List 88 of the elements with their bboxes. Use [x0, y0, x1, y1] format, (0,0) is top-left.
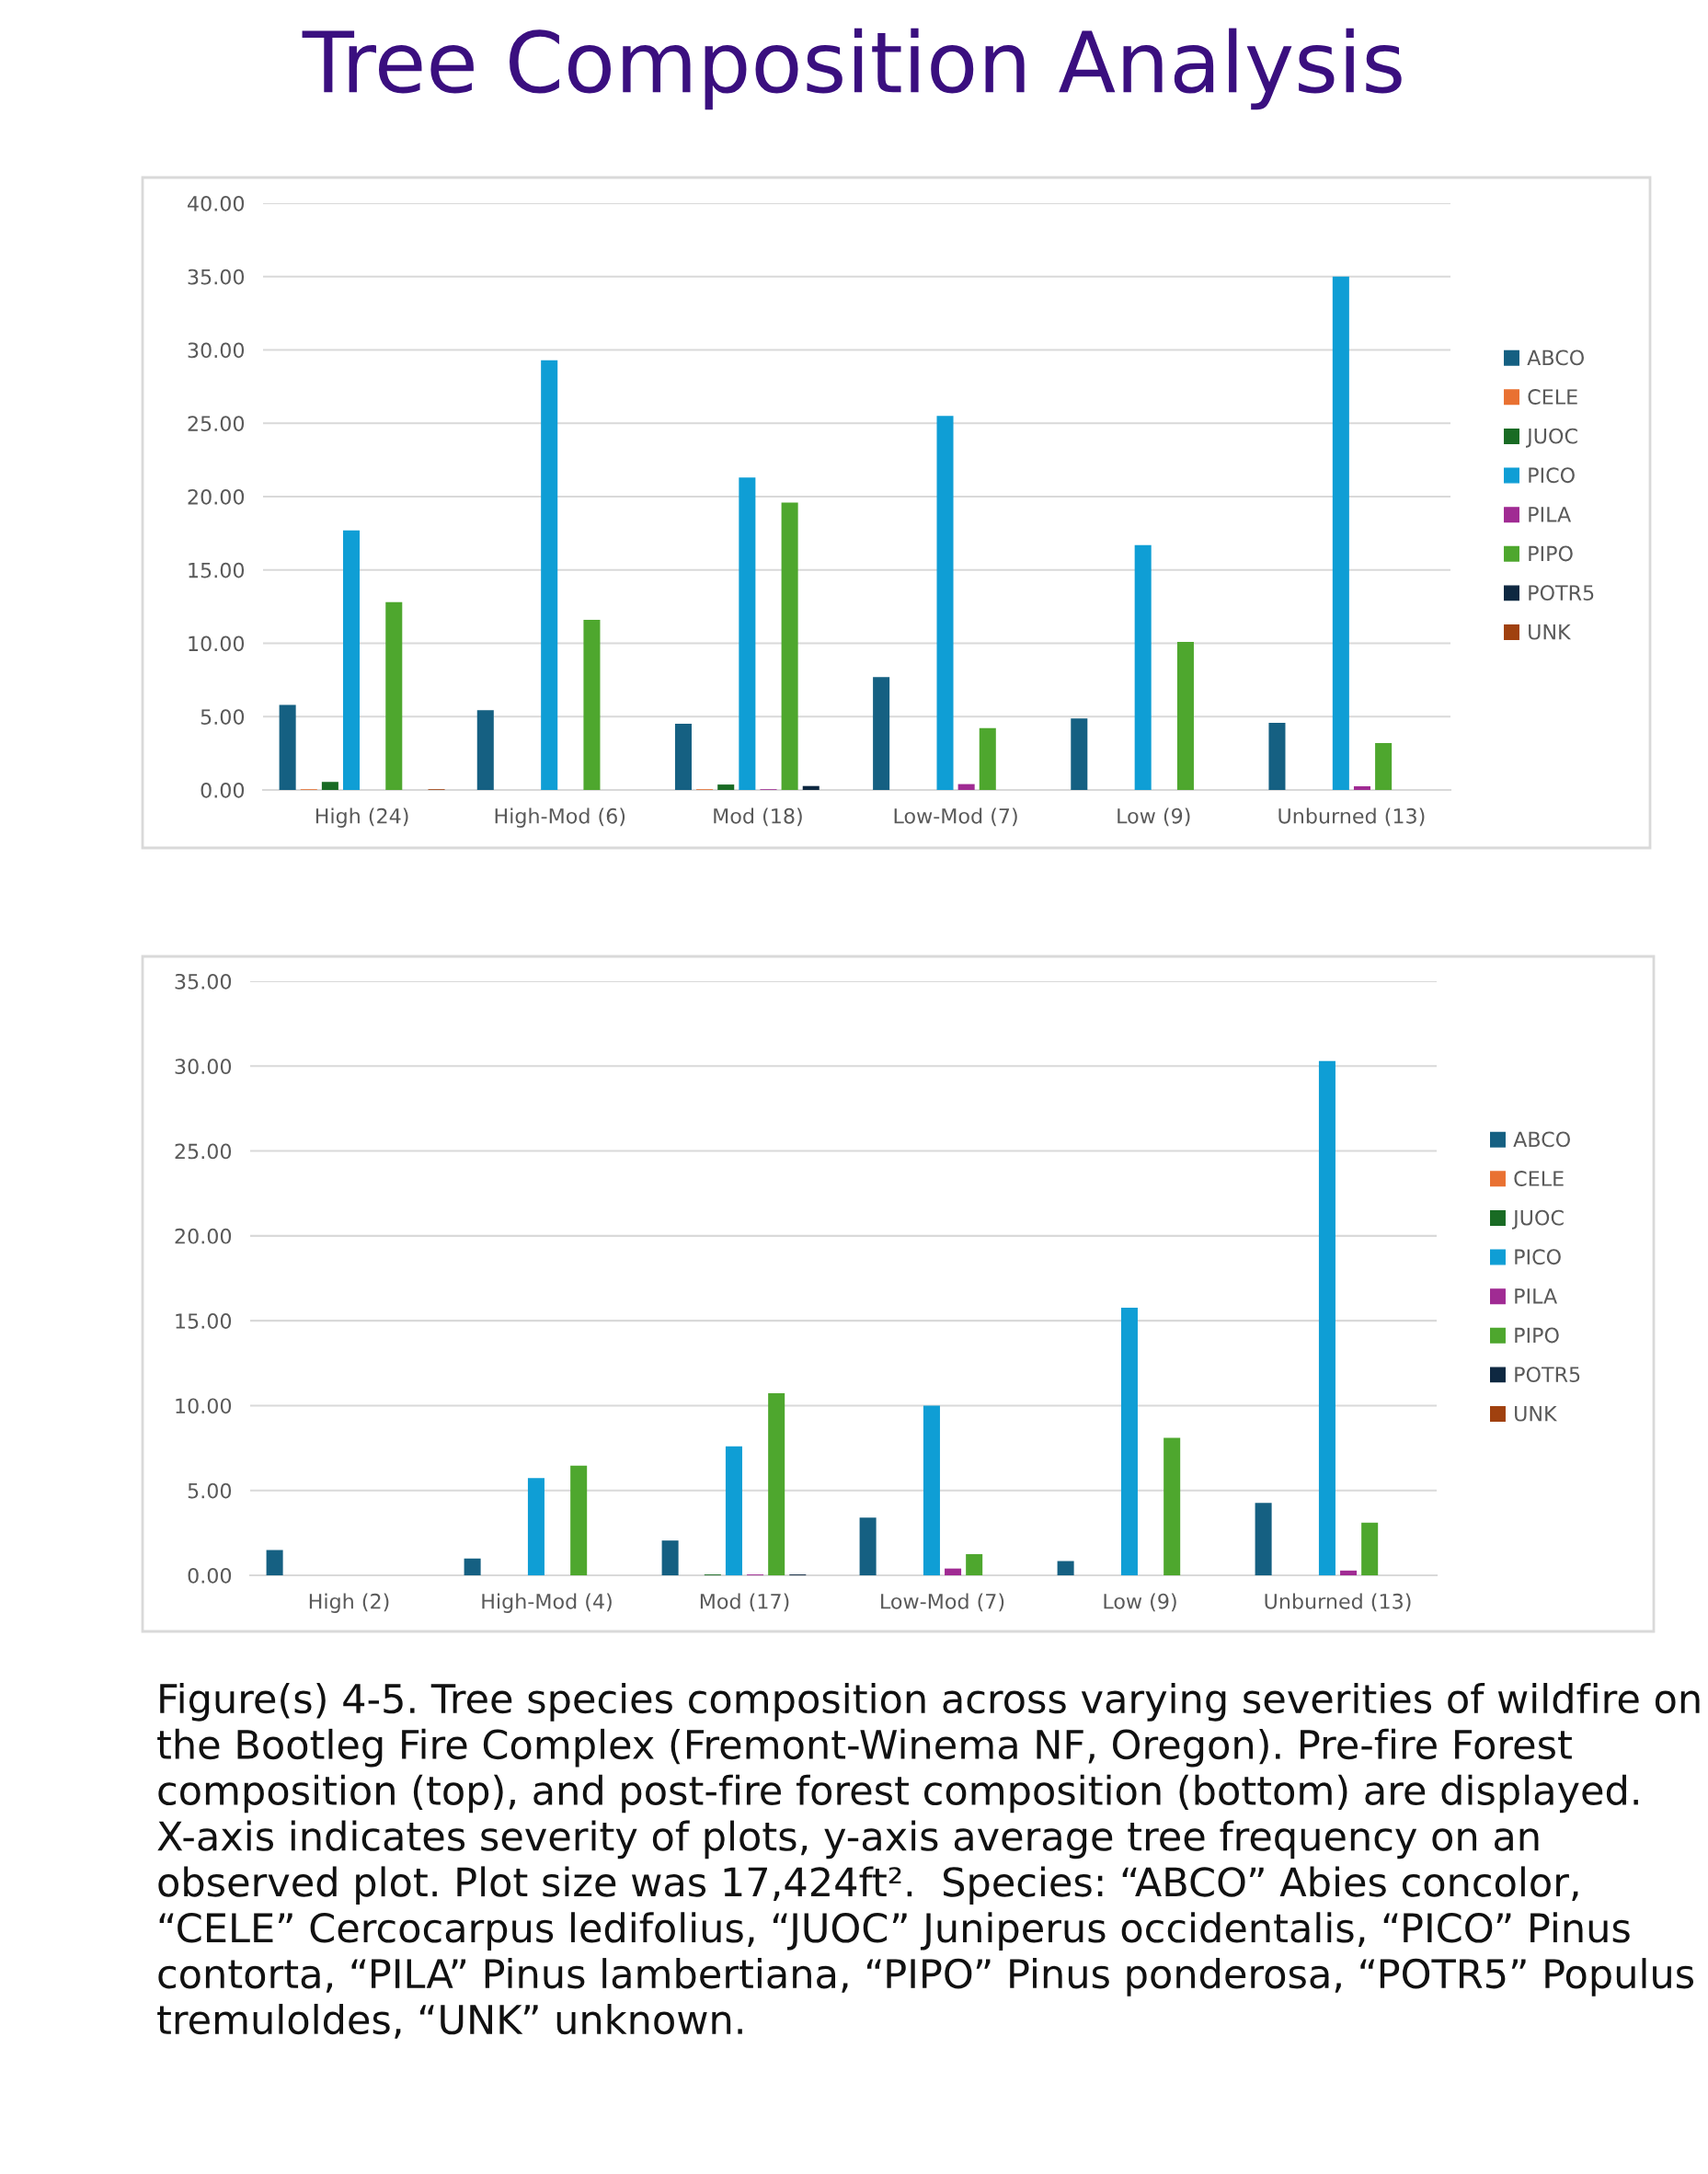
bar	[1071, 718, 1088, 790]
bar	[476, 710, 494, 790]
y-tick-label: 40.00	[188, 195, 245, 212]
legend-label: JUOC	[1512, 1209, 1564, 1230]
bar	[674, 723, 692, 790]
bar	[527, 1478, 544, 1575]
bar	[1176, 641, 1194, 790]
bar	[661, 1540, 679, 1575]
y-tick-label: 35.00	[188, 269, 245, 285]
bar	[1361, 1522, 1379, 1575]
bar	[717, 784, 735, 790]
legend-label: PIPO	[1529, 545, 1573, 562]
x-tick-label: Mod (17)	[700, 1593, 789, 1612]
y-tick-label: 30.00	[188, 342, 245, 359]
bar	[279, 704, 296, 790]
legend-label: CELE	[1528, 389, 1577, 405]
bar	[570, 1465, 588, 1575]
y-tick-label: 20.00	[188, 488, 245, 505]
bar	[957, 784, 975, 790]
y-tick-label: 35.00	[175, 973, 232, 990]
legend-label: PILA	[1529, 507, 1572, 522]
y-tick-label: 0.00	[188, 1567, 232, 1584]
y-tick-label: 0.00	[201, 782, 245, 798]
bar	[1164, 1437, 1181, 1575]
legend-label: PICO	[1529, 467, 1575, 484]
x-tick-label: Unburned (13)	[1265, 1593, 1411, 1612]
y-tick-label: 20.00	[175, 1228, 232, 1244]
bar	[1353, 786, 1370, 790]
bar	[541, 360, 558, 790]
bar	[966, 1553, 983, 1575]
bar	[1134, 544, 1152, 790]
legend-label: ABCO	[1513, 1131, 1570, 1148]
x-tick-label: Unburned (13)	[1278, 807, 1425, 827]
y-tick-label: 25.00	[175, 1143, 232, 1160]
bar	[321, 782, 338, 790]
bar	[1057, 1561, 1074, 1575]
bar	[464, 1558, 481, 1575]
y-tick-label: 15.00	[189, 562, 245, 578]
y-tick-label: 30.00	[175, 1058, 232, 1075]
x-tick-label: Mod (18)	[714, 807, 802, 827]
bar	[768, 1392, 785, 1575]
legend-label: UNK	[1515, 1406, 1558, 1422]
bar	[802, 785, 820, 790]
bar	[583, 619, 601, 790]
bar	[1255, 1503, 1272, 1575]
x-tick-label: High (2)	[309, 1593, 389, 1613]
bar	[859, 1517, 877, 1575]
bar	[725, 1446, 742, 1575]
x-tick-label: High-Mod (4)	[482, 1593, 612, 1613]
bar	[1268, 722, 1286, 790]
bar	[979, 727, 996, 790]
legend-label: POTR5	[1515, 1367, 1580, 1382]
bar	[1332, 276, 1349, 790]
bar	[936, 416, 954, 790]
x-tick-label: High-Mod (6)	[495, 807, 625, 828]
bar	[923, 1405, 940, 1575]
bar	[1340, 1570, 1358, 1575]
x-tick-label: Low-Mod (7)	[881, 1593, 1004, 1612]
legend-label: PILA	[1515, 1288, 1557, 1304]
y-tick-label: 15.00	[176, 1313, 232, 1329]
x-tick-label: Low (9)	[1104, 1593, 1176, 1612]
legend-label: CELE	[1514, 1171, 1564, 1186]
bar	[739, 477, 756, 790]
x-tick-label: Low-Mod (7)	[894, 807, 1017, 827]
y-tick-label: 25.00	[188, 416, 245, 432]
bar	[1120, 1308, 1138, 1575]
legend-label: ABCO	[1527, 349, 1584, 366]
bar	[945, 1568, 962, 1575]
y-tick-label: 10.00	[176, 1398, 232, 1414]
bar	[266, 1550, 283, 1575]
y-tick-label: 5.00	[201, 709, 245, 726]
chart-title: Tree Composition Analysis	[302, 28, 1402, 110]
bar	[1318, 1060, 1335, 1575]
x-tick-label: Low (9)	[1118, 807, 1190, 827]
bar	[1375, 742, 1393, 790]
legend-label: UNK	[1529, 624, 1572, 640]
bar	[781, 502, 798, 790]
y-tick-label: 5.00	[188, 1482, 232, 1499]
legend-label: PICO	[1515, 1249, 1561, 1265]
legend-label: PIPO	[1515, 1327, 1559, 1344]
legend-label: POTR5	[1529, 585, 1594, 601]
y-tick-label: 10.00	[189, 635, 245, 652]
text: Figure(s) 4-5. Tree species composition across varying severities of wildfire on the Bootleg Fire Complex (Fremont-Winema NF, Oregon). Pre-fire Forest composition (top), and post-fire forest composition (bottom) are displayed. X-axis indicates severity of plots, y-axis average tree frequency on an observed plot. Plot size was 17,424ft². Species: “ABCO” Abies concolor, “CELE” Cercocarpus ledifolius, “JUOC” Juniperus occidentalis, “PICO” Pinus contorta, “PILA” Pinus lambertiana, “PIPO” Pinus ponderosa, “POTR5” Populus tremuloldes, “UNK” unknown.	[157, 1683, 1700, 2039]
x-tick-label: High (24)	[315, 807, 408, 828]
bar	[343, 530, 361, 790]
legend-label: JUOC	[1526, 428, 1577, 448]
bar	[385, 601, 403, 790]
bar	[873, 677, 890, 790]
